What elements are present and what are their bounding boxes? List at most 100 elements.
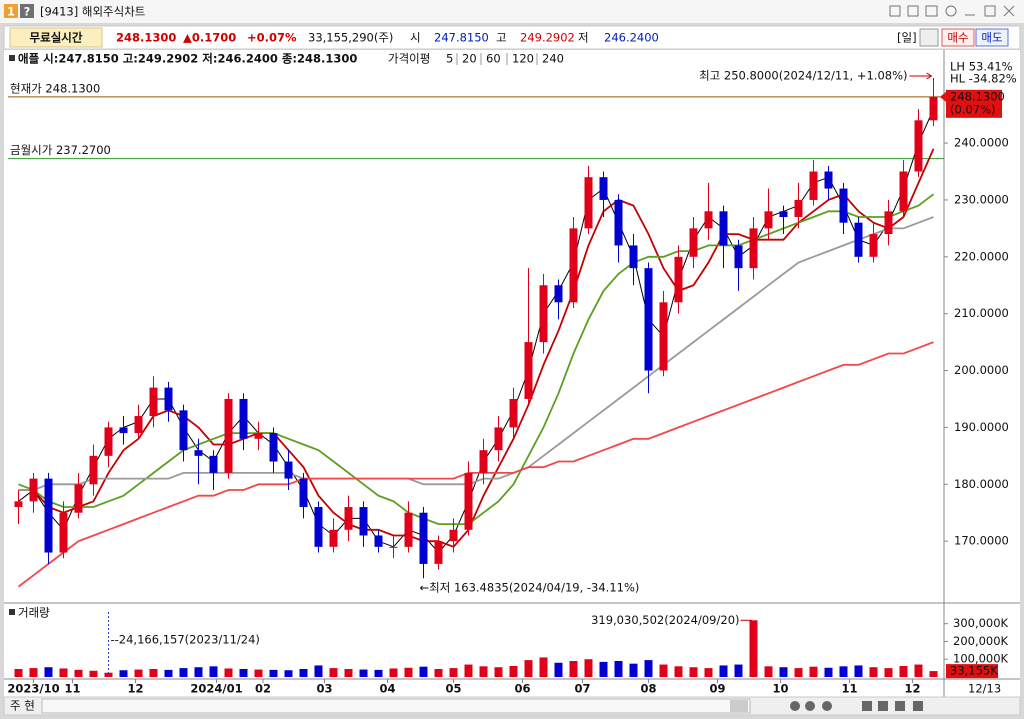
volume-bar [164,669,173,677]
volume-bar [524,660,533,677]
sell-button[interactable] [975,28,1009,47]
period[interactable]: [일] [897,31,917,45]
moving-average [18,148,935,548]
volume-bar [239,669,248,677]
bottom-left: 주 현 [10,699,35,713]
x-tick-label: 10 [772,682,788,696]
candle-body [59,512,68,553]
candle-body [569,228,578,303]
volume-bar [554,662,563,677]
volume-bar [584,659,593,677]
legend-entry: 20 [462,52,477,66]
volume-bar [104,672,113,677]
candle-body [389,546,398,548]
candle-body [314,507,323,547]
high: 249.2902 [520,31,575,45]
candle-body [584,177,593,229]
candle-body [404,512,413,547]
volume-bar [644,660,653,677]
volume-bar [899,665,908,677]
candle-body [614,199,623,246]
current-price-pointer [940,91,946,102]
scroll-thumb[interactable] [730,700,748,712]
range-stat: HL -34.82% [950,72,1017,86]
volume-bar [764,666,773,677]
candle-body [359,507,368,536]
settings-button[interactable] [919,28,939,47]
volume-bar [59,668,68,677]
x-tick-label: 08 [640,682,656,696]
candle-body [869,234,878,257]
help-icon[interactable] [20,4,34,18]
badge: 1 [7,5,15,19]
volume-bar [794,668,803,677]
x-tick-label: 12 [127,682,143,696]
open: 247.8150 [434,31,489,45]
y-tick-label: 170.0000 [954,534,1009,548]
high-note-arrow [909,72,934,82]
volume-bar [299,669,308,677]
high-note: 최고 250.8000(2024/12/11, +1.08%) [699,69,907,83]
volume-bar [29,668,38,677]
candle-body [839,188,848,223]
volume-bar [914,664,923,677]
range-stat: LH 53.41% [950,60,1013,74]
current-price-axis-label: 248.1300 [950,89,1005,103]
last-volume-box [946,664,998,679]
change: ▲0.1700 [183,31,236,45]
y-tick-label: 200.0000 [954,363,1009,377]
volume-bar [434,669,443,677]
buy-button[interactable] [941,28,975,47]
volume-bar [869,667,878,677]
volume-high-note: 319,030,502(2024/09/20) [591,613,739,627]
volume-bar [569,661,578,677]
zoom-buttons[interactable] [790,701,923,711]
volume-bar [359,669,368,677]
x-tick-label: 2023/10 [7,682,59,696]
change-pct: +0.07% [247,31,297,45]
badge-icon[interactable] [4,4,18,18]
month-open-label: 금월시가 237.2700 [10,143,111,157]
candle-body [449,529,458,542]
window-buttons[interactable] [889,5,1015,17]
x-tick-label: 12 [904,682,920,696]
volume-bar [314,665,323,677]
volume-bar [374,669,383,677]
help: ? [24,5,31,19]
volume-bar [389,668,398,677]
y-tick-label: 190.0000 [954,420,1009,434]
volume-bar [344,669,353,677]
y-tick-label: 180.0000 [954,477,1009,491]
volume-bar [704,668,713,677]
volume-bar [809,666,818,677]
volume-bar [464,664,473,677]
volume: 33,155,290(주) [308,31,393,45]
candle-body [374,535,383,547]
candle-body [29,478,38,502]
x-tick-label: 04 [379,682,395,696]
volume-bar [614,661,623,677]
candle-body [254,433,263,439]
candle-body [899,171,908,212]
volume-bar [779,667,788,677]
candle-body [539,285,548,343]
moving-average [18,216,934,491]
scrollbar[interactable] [41,698,751,714]
volume-bar [329,668,338,677]
title-bar [0,0,1024,23]
candle-body [239,398,248,439]
legend-entry: 5 [446,52,453,66]
x-end-label: 12/13 [968,682,1001,696]
low: 246.2400 [604,31,659,45]
volume-bar [179,668,188,677]
candle-body [299,478,308,508]
candle-body [719,211,728,246]
volume-bar [674,666,683,677]
last-volume-label: 33,155K [950,664,998,678]
volume-icon [9,609,15,615]
current-price-label: 현재가 248.1300 [10,81,100,95]
candle-body [104,427,113,456]
legend-icon [9,55,15,61]
sell: 매도 [981,31,1002,45]
